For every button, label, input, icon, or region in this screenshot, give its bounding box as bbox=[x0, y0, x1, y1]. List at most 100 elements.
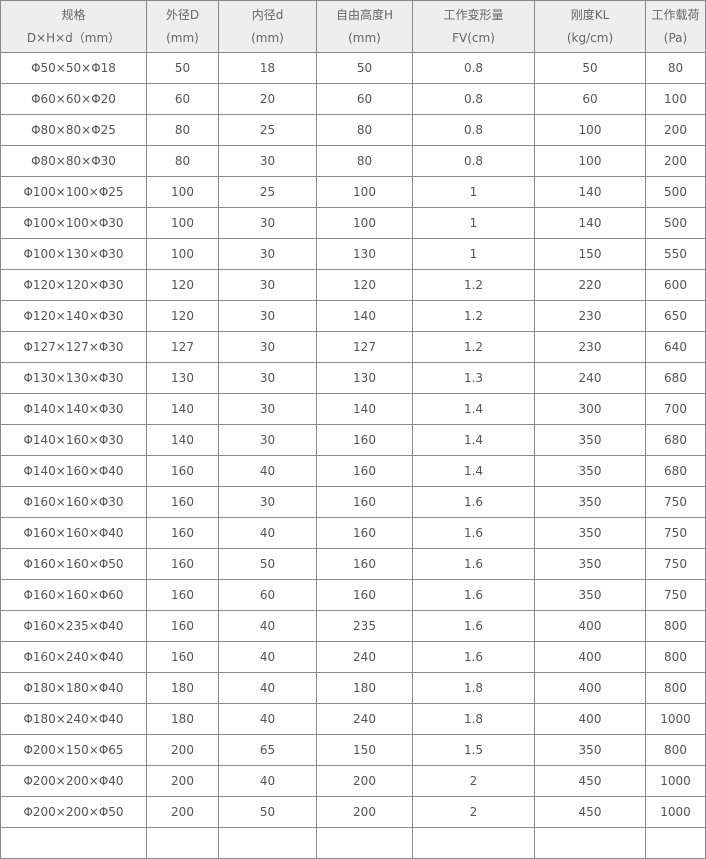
cell-spec: Φ160×160×Φ40 bbox=[0, 517, 147, 549]
table-row: Φ100×100×Φ30 100 30 100 1 140 500 bbox=[0, 207, 706, 239]
cell-work-load: 650 bbox=[645, 300, 706, 332]
cell-outer-diameter: 180 bbox=[146, 703, 219, 735]
cell-work-deformation: 1.8 bbox=[412, 672, 535, 704]
cell-spec: Φ200×200×Φ40 bbox=[0, 765, 147, 797]
header-outer-diameter: 外径D (mm) bbox=[146, 0, 219, 53]
table-row: Φ140×160×Φ30 140 30 160 1.4 350 680 bbox=[0, 424, 706, 456]
cell-empty bbox=[645, 827, 706, 859]
table-row: Φ80×80×Φ30 80 30 80 0.8 100 200 bbox=[0, 145, 706, 177]
cell-stiffness: 350 bbox=[534, 424, 646, 456]
cell-inner-diameter: 30 bbox=[218, 393, 317, 425]
cell-spec: Φ200×150×Φ65 bbox=[0, 734, 147, 766]
cell-stiffness: 400 bbox=[534, 672, 646, 704]
cell-work-deformation: 1.4 bbox=[412, 424, 535, 456]
cell-outer-diameter: 120 bbox=[146, 269, 219, 301]
cell-free-height: 200 bbox=[316, 796, 413, 828]
cell-work-deformation: 2 bbox=[412, 765, 535, 797]
cell-outer-diameter: 130 bbox=[146, 362, 219, 394]
cell-work-deformation: 1.6 bbox=[412, 486, 535, 518]
cell-spec: Φ50×50×Φ18 bbox=[0, 52, 147, 84]
cell-work-load: 200 bbox=[645, 114, 706, 146]
cell-stiffness: 140 bbox=[534, 207, 646, 239]
header-line1: 自由高度H bbox=[335, 7, 394, 22]
cell-free-height: 160 bbox=[316, 455, 413, 487]
header-spec: 规格 D×H×d（mm） bbox=[0, 0, 147, 53]
cell-work-deformation: 1.6 bbox=[412, 517, 535, 549]
cell-inner-diameter: 25 bbox=[218, 176, 317, 208]
cell-work-deformation: 0.8 bbox=[412, 83, 535, 115]
cell-work-load: 680 bbox=[645, 424, 706, 456]
cell-empty bbox=[218, 827, 317, 859]
cell-free-height: 200 bbox=[316, 765, 413, 797]
cell-outer-diameter: 160 bbox=[146, 579, 219, 611]
cell-stiffness: 100 bbox=[534, 145, 646, 177]
cell-free-height: 160 bbox=[316, 579, 413, 611]
table-row: Φ160×160×Φ40 160 40 160 1.6 350 750 bbox=[0, 517, 706, 549]
cell-spec: Φ160×240×Φ40 bbox=[0, 641, 147, 673]
cell-work-deformation: 1.2 bbox=[412, 331, 535, 363]
table-row: Φ160×160×Φ30 160 30 160 1.6 350 750 bbox=[0, 486, 706, 518]
cell-inner-diameter: 60 bbox=[218, 579, 317, 611]
header-line2: (mm) bbox=[251, 30, 284, 45]
cell-stiffness: 400 bbox=[534, 610, 646, 642]
cell-stiffness: 450 bbox=[534, 796, 646, 828]
cell-free-height: 127 bbox=[316, 331, 413, 363]
cell-inner-diameter: 18 bbox=[218, 52, 317, 84]
cell-stiffness: 220 bbox=[534, 269, 646, 301]
cell-work-deformation: 1.6 bbox=[412, 610, 535, 642]
cell-work-deformation: 1.6 bbox=[412, 641, 535, 673]
cell-spec: Φ140×140×Φ30 bbox=[0, 393, 147, 425]
cell-work-load: 550 bbox=[645, 238, 706, 270]
cell-outer-diameter: 200 bbox=[146, 796, 219, 828]
cell-work-load: 750 bbox=[645, 486, 706, 518]
cell-work-deformation: 1.3 bbox=[412, 362, 535, 394]
cell-work-load: 800 bbox=[645, 734, 706, 766]
cell-spec: Φ100×100×Φ25 bbox=[0, 176, 147, 208]
cell-stiffness: 60 bbox=[534, 83, 646, 115]
cell-inner-diameter: 30 bbox=[218, 424, 317, 456]
header-work-load: 工作载荷 (Pa) bbox=[645, 0, 706, 53]
cell-outer-diameter: 180 bbox=[146, 672, 219, 704]
cell-work-load: 200 bbox=[645, 145, 706, 177]
header-inner-diameter: 内径d (mm) bbox=[218, 0, 317, 53]
cell-empty bbox=[146, 827, 219, 859]
table-row: Φ160×160×Φ50 160 50 160 1.6 350 750 bbox=[0, 548, 706, 580]
cell-stiffness: 230 bbox=[534, 300, 646, 332]
table-row: Φ200×200×Φ40 200 40 200 2 450 1000 bbox=[0, 765, 706, 797]
cell-stiffness: 150 bbox=[534, 238, 646, 270]
cell-free-height: 235 bbox=[316, 610, 413, 642]
cell-stiffness: 450 bbox=[534, 765, 646, 797]
cell-empty bbox=[412, 827, 535, 859]
cell-outer-diameter: 60 bbox=[146, 83, 219, 115]
cell-stiffness: 350 bbox=[534, 734, 646, 766]
cell-inner-diameter: 30 bbox=[218, 300, 317, 332]
cell-stiffness: 350 bbox=[534, 517, 646, 549]
cell-spec: Φ80×80×Φ25 bbox=[0, 114, 147, 146]
table-row: Φ120×140×Φ30 120 30 140 1.2 230 650 bbox=[0, 300, 706, 332]
cell-outer-diameter: 80 bbox=[146, 114, 219, 146]
header-line1: 工作变形量 bbox=[443, 7, 504, 22]
header-line1: 刚度KL bbox=[570, 7, 610, 22]
cell-free-height: 130 bbox=[316, 362, 413, 394]
table-row: Φ80×80×Φ25 80 25 80 0.8 100 200 bbox=[0, 114, 706, 146]
table-row: Φ180×180×Φ40 180 40 180 1.8 400 800 bbox=[0, 672, 706, 704]
cell-outer-diameter: 160 bbox=[146, 641, 219, 673]
table-row: Φ160×160×Φ60 160 60 160 1.6 350 750 bbox=[0, 579, 706, 611]
cell-work-load: 680 bbox=[645, 455, 706, 487]
cell-work-deformation: 1.5 bbox=[412, 734, 535, 766]
cell-stiffness: 400 bbox=[534, 641, 646, 673]
cell-inner-diameter: 40 bbox=[218, 610, 317, 642]
cell-inner-diameter: 30 bbox=[218, 145, 317, 177]
cell-spec: Φ160×160×Φ50 bbox=[0, 548, 147, 580]
header-row: 规格 D×H×d（mm） 外径D (mm) 内径d (mm) 自由高度H (mm) 工作变形量 F… bbox=[0, 0, 706, 53]
cell-outer-diameter: 100 bbox=[146, 238, 219, 270]
cell-spec: Φ160×160×Φ60 bbox=[0, 579, 147, 611]
header-line1: 外径D bbox=[165, 7, 200, 22]
cell-empty bbox=[534, 827, 646, 859]
cell-spec: Φ127×127×Φ30 bbox=[0, 331, 147, 363]
cell-work-load: 500 bbox=[645, 176, 706, 208]
cell-inner-diameter: 30 bbox=[218, 486, 317, 518]
cell-stiffness: 100 bbox=[534, 114, 646, 146]
cell-stiffness: 50 bbox=[534, 52, 646, 84]
